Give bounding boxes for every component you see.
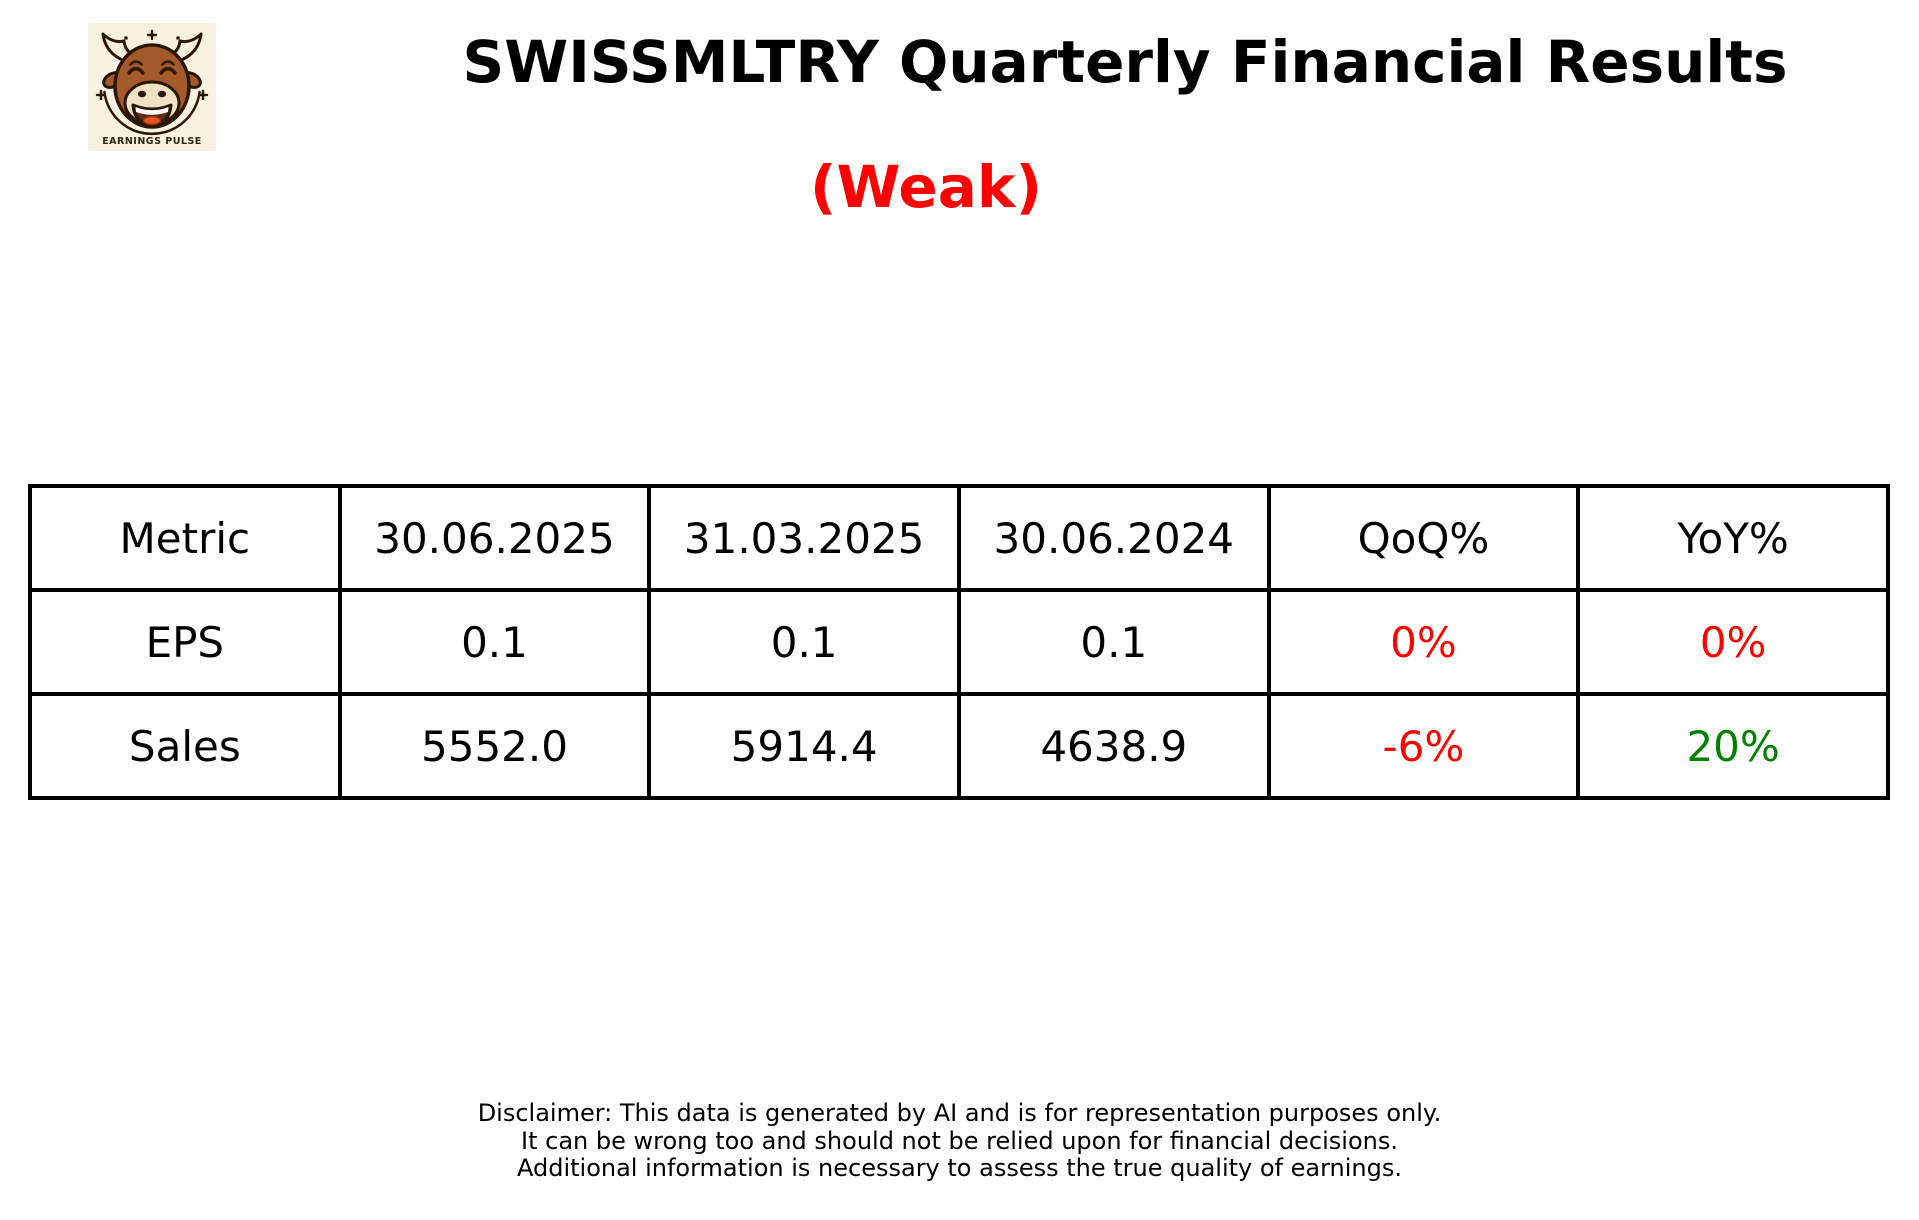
sales-yoy-cell: 20% <box>1576 692 1890 800</box>
col-header-period-2: 31.03.2025 <box>647 484 961 592</box>
nostril-right <box>157 90 167 98</box>
laughing-bull-icon: EARNINGS PULSE <box>95 29 209 147</box>
teeth <box>135 107 169 115</box>
col-header-yoy: YoY% <box>1576 484 1890 592</box>
eps-value-cell: 0.1 <box>647 588 961 696</box>
eps-value-cell: 0.1 <box>337 588 652 696</box>
disclaimer-line-2: It can be wrong too and should not be re… <box>521 1126 1398 1155</box>
sales-qoq-cell: -6% <box>1266 692 1581 800</box>
nostril-left <box>137 90 147 98</box>
table-header-row: Metric 30.06.2025 31.03.2025 30.06.2024 … <box>28 484 1890 592</box>
eps-yoy-cell: 0% <box>1576 588 1890 696</box>
disclaimer: Disclaimer: This data is generated by AI… <box>0 1099 1919 1183</box>
sales-metric-cell: Sales <box>28 692 342 800</box>
table-row-eps: EPS 0.1 0.1 0.1 0% 0% <box>28 588 1890 696</box>
col-header-qoq: QoQ% <box>1266 484 1581 592</box>
closed-happy-eyes <box>127 60 177 75</box>
verdict-label: (Weak) <box>810 153 1042 221</box>
disclaimer-line-1: Disclaimer: This data is generated by AI… <box>477 1099 1442 1127</box>
results-table: Metric 30.06.2025 31.03.2025 30.06.2024 … <box>28 484 1890 800</box>
eps-value-cell: 0.1 <box>956 588 1271 696</box>
col-header-period-1: 30.06.2025 <box>337 484 652 592</box>
sales-value-cell: 5914.4 <box>647 692 961 800</box>
eps-qoq-cell: 0% <box>1266 588 1581 696</box>
sparkle-icons <box>95 29 209 101</box>
ring-arc <box>103 90 201 136</box>
col-header-period-3: 30.06.2024 <box>956 484 1271 592</box>
sales-value-cell: 4638.9 <box>956 692 1271 800</box>
sales-value-cell: 5552.0 <box>337 692 652 800</box>
eps-metric-cell: EPS <box>28 588 342 696</box>
col-header-metric: Metric <box>28 484 342 592</box>
page-title: SWISSMLTRY Quarterly Financial Results <box>462 28 1788 96</box>
logo-brand-text: EARNINGS PULSE <box>102 136 202 147</box>
table-row-sales: Sales 5552.0 5914.4 4638.9 -6% 20% <box>28 692 1890 800</box>
tongue <box>142 115 162 126</box>
earnings-pulse-logo: EARNINGS PULSE <box>88 23 216 151</box>
disclaimer-line-3: Additional information is necessary to a… <box>516 1154 1402 1182</box>
